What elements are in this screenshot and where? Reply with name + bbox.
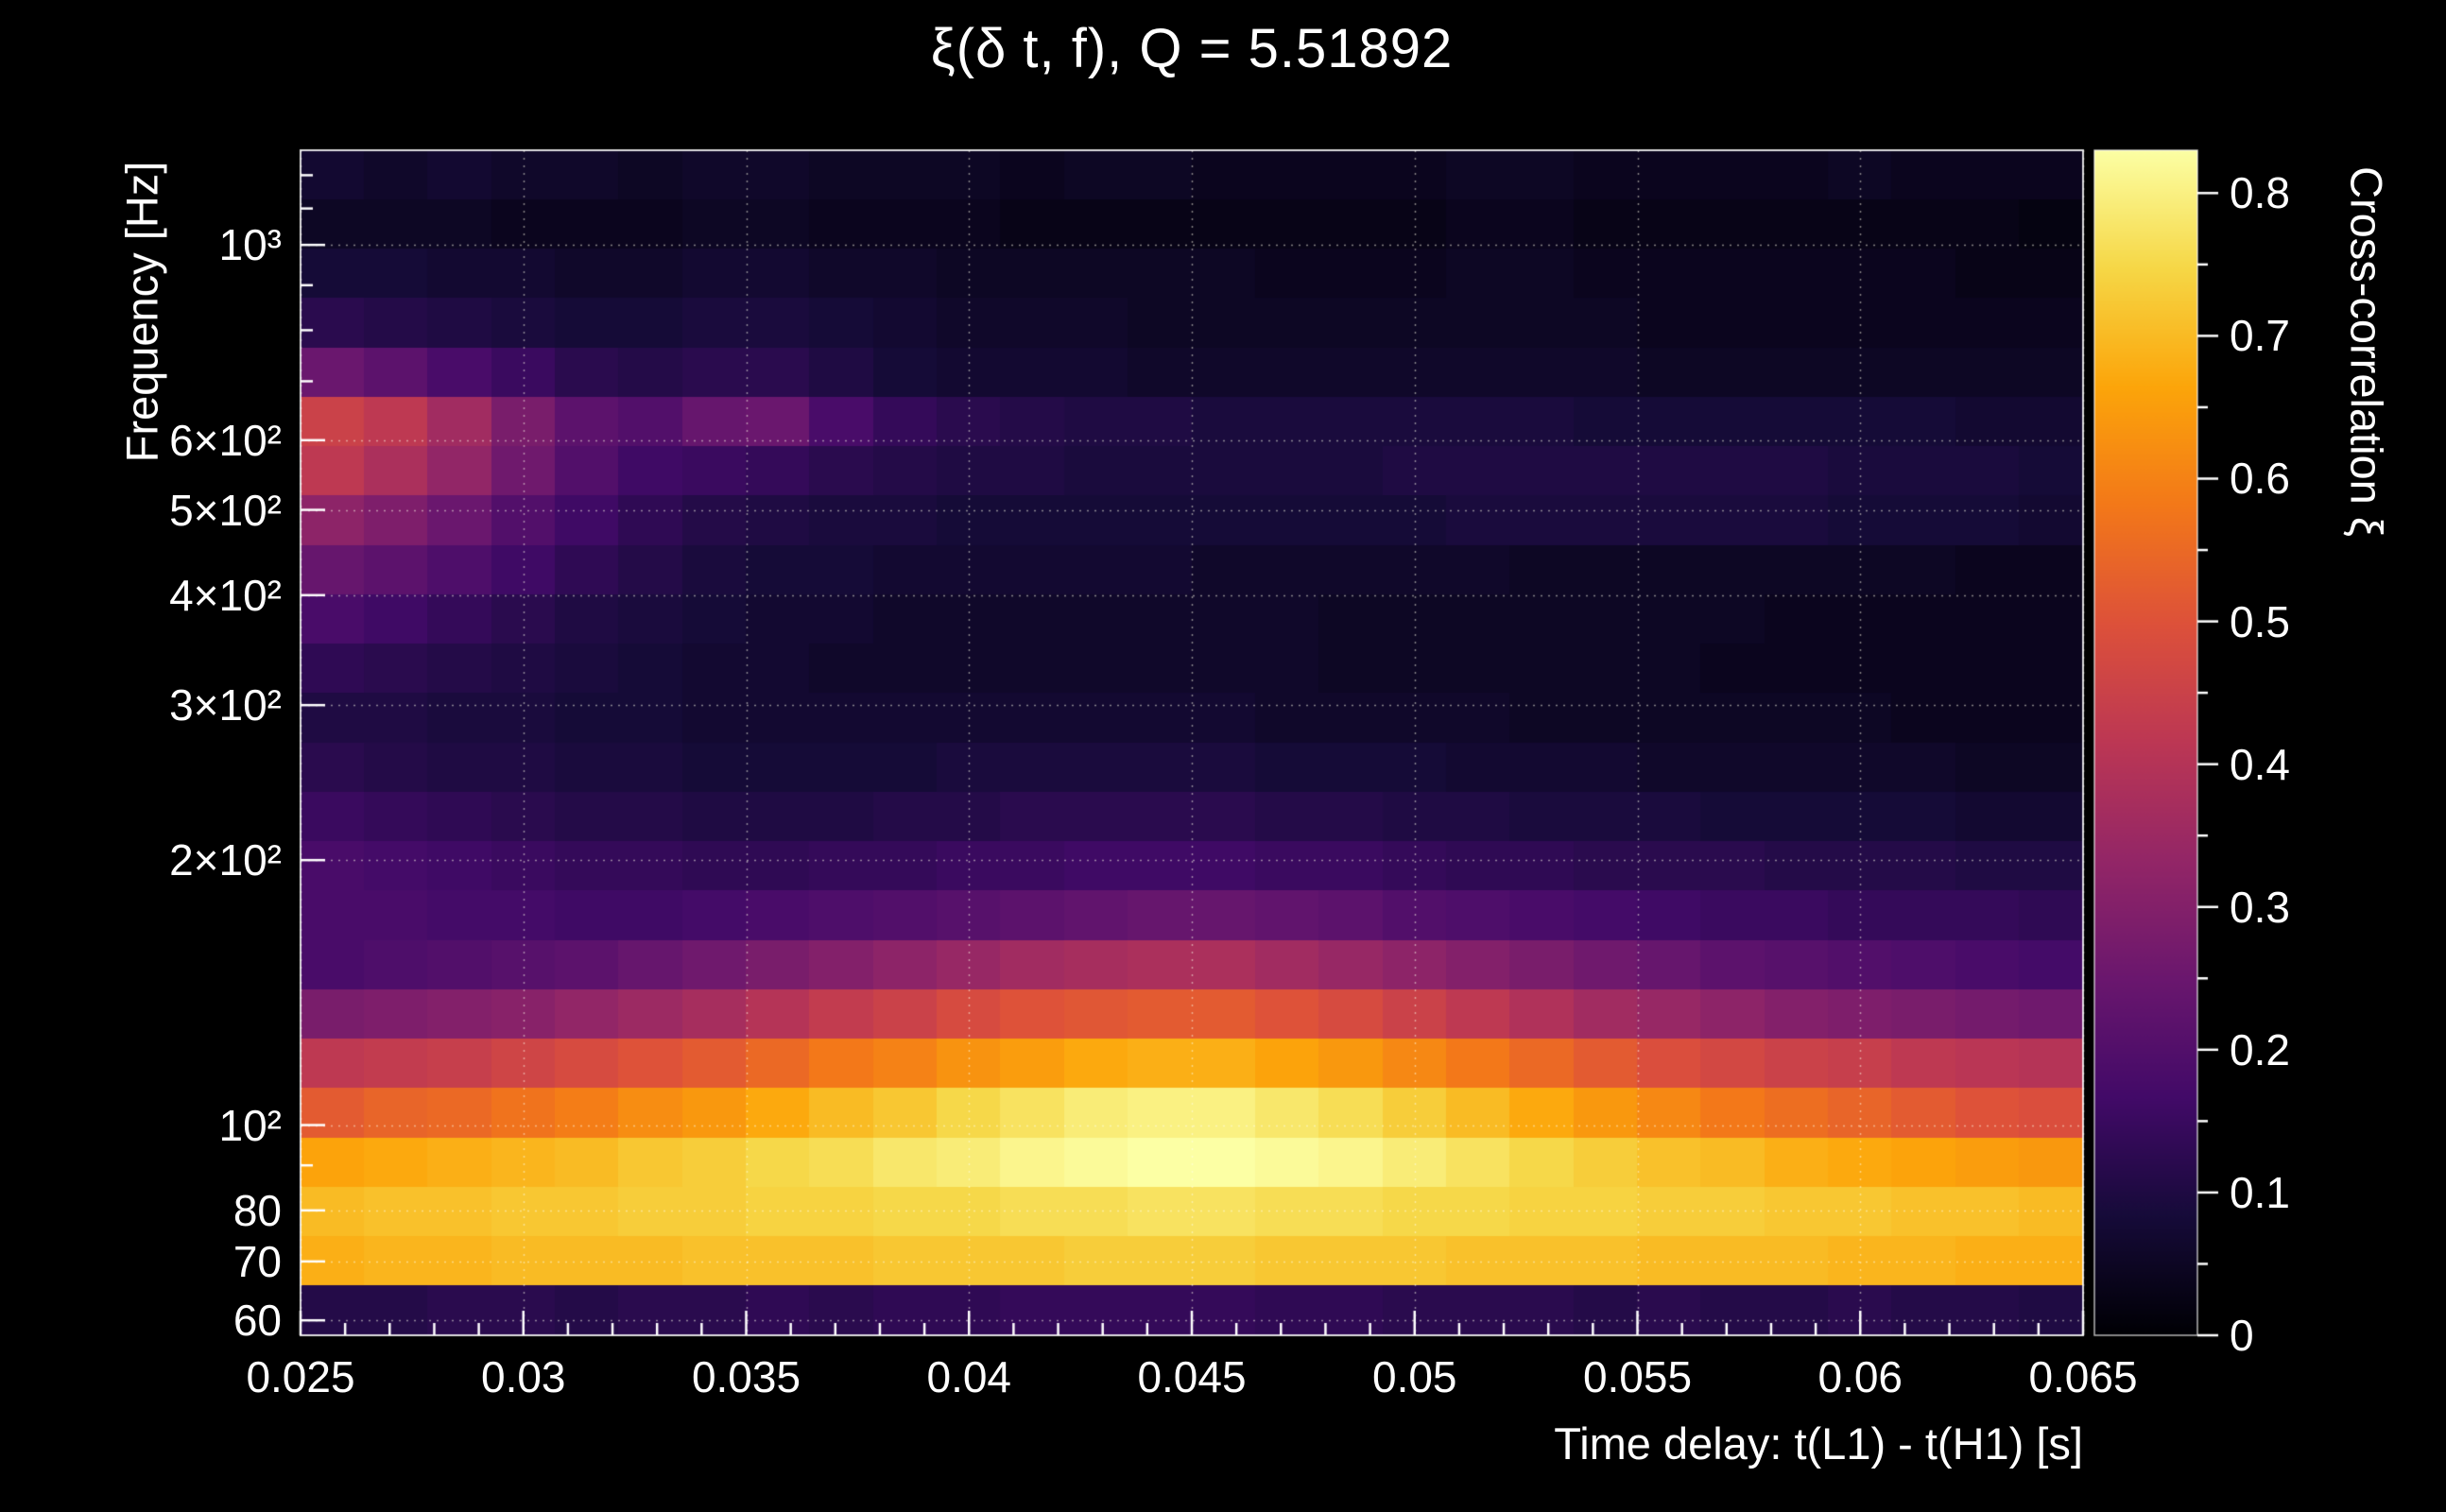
z-tick-label: 0.1 bbox=[2230, 1167, 2290, 1217]
y-tick-label: 80 bbox=[233, 1185, 282, 1235]
z-tick-label: 0.4 bbox=[2230, 739, 2290, 789]
y-tick-label: 60 bbox=[233, 1296, 282, 1346]
y-tick-label: 5×10² bbox=[169, 485, 282, 535]
y-tick-label: 10² bbox=[218, 1100, 282, 1150]
z-tick-label: 0.7 bbox=[2230, 311, 2290, 361]
x-tick-label: 0.055 bbox=[1582, 1352, 1693, 1401]
x-tick-label: 0.05 bbox=[1371, 1352, 1457, 1401]
x-axis-title: Time delay: t(L1) - t(H1) [s] bbox=[1554, 1418, 2083, 1469]
chart-title: ξ(δ t, f), Q = 5.51892 bbox=[930, 18, 1454, 79]
x-tick-label: 0.06 bbox=[1817, 1352, 1903, 1401]
x-tick-label: 0.065 bbox=[2028, 1352, 2138, 1401]
y-tick-label: 10³ bbox=[218, 220, 282, 270]
z-tick-label: 0.8 bbox=[2230, 168, 2290, 218]
z-tick-label: 0.3 bbox=[2230, 882, 2290, 932]
z-tick-label: 0 bbox=[2230, 1311, 2254, 1360]
z-tick-label: 0.6 bbox=[2230, 454, 2290, 504]
x-tick-label: 0.025 bbox=[246, 1352, 355, 1401]
colorbar-title: Cross-correlation ξ bbox=[2341, 166, 2392, 537]
y-tick-label: 3×10² bbox=[169, 680, 282, 730]
x-tick-label: 0.03 bbox=[480, 1352, 566, 1401]
x-tick-label: 0.04 bbox=[926, 1352, 1012, 1401]
x-tick-label: 0.035 bbox=[691, 1352, 801, 1401]
y-tick-label: 2×10² bbox=[169, 835, 282, 885]
y-tick-label: 70 bbox=[233, 1236, 282, 1286]
x-tick-label: 0.045 bbox=[1137, 1352, 1247, 1401]
y-tick-label: 4×10² bbox=[169, 570, 282, 620]
y-axis-title: Frequency [Hz] bbox=[116, 161, 167, 463]
z-tick-label: 0.2 bbox=[2230, 1024, 2290, 1074]
y-tick-label: 6×10² bbox=[169, 415, 282, 465]
z-tick-label: 0.5 bbox=[2230, 596, 2290, 646]
